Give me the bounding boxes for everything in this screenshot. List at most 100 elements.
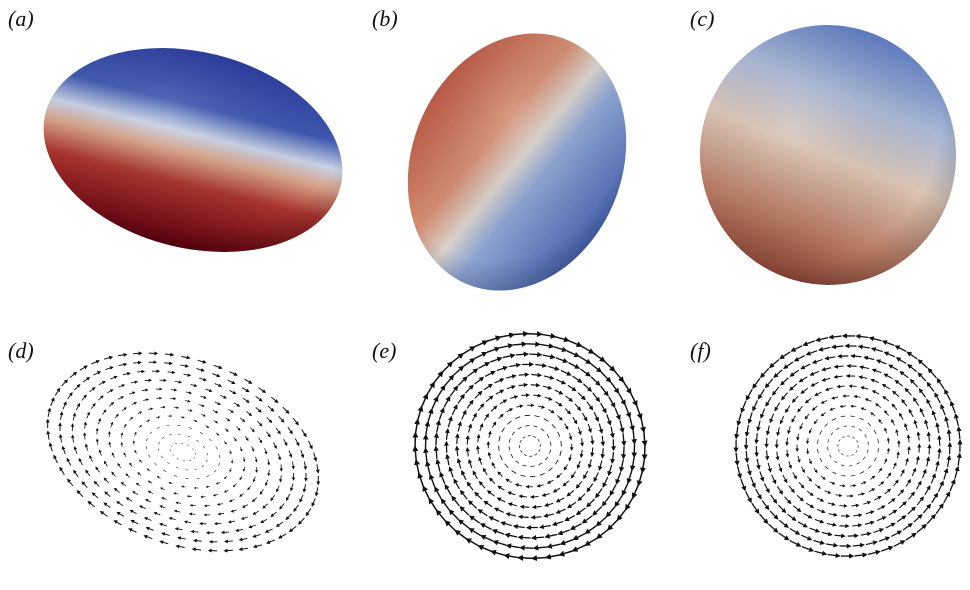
arrow <box>504 532 518 538</box>
arrow <box>108 401 115 407</box>
arrow <box>412 431 419 448</box>
arrow <box>614 494 623 508</box>
arrow <box>803 512 813 519</box>
arrow <box>59 411 64 420</box>
arrow <box>513 341 528 348</box>
arrow <box>114 413 119 419</box>
arrow <box>209 438 212 442</box>
arrow <box>45 418 50 429</box>
arrow <box>285 513 292 521</box>
arrow <box>875 359 887 365</box>
arrow <box>205 485 211 488</box>
arrow <box>156 396 163 400</box>
arrow <box>954 465 960 479</box>
arrow <box>610 439 616 452</box>
arrow <box>479 423 484 432</box>
arrow <box>483 500 493 508</box>
arrow <box>175 501 182 505</box>
arrow <box>276 485 280 493</box>
arrow <box>123 423 127 429</box>
arrow <box>462 346 476 355</box>
arrow <box>841 475 846 477</box>
arrow <box>796 433 800 441</box>
arrow <box>624 404 632 419</box>
arrow <box>159 378 167 383</box>
arrow <box>785 405 791 414</box>
arrow <box>482 467 488 476</box>
arrow <box>820 399 828 404</box>
arrow <box>593 472 599 483</box>
arrow <box>752 400 759 412</box>
arrow <box>303 461 308 471</box>
arrow <box>254 456 258 463</box>
arrow <box>870 378 880 384</box>
arrow <box>163 469 167 473</box>
arrow <box>506 374 517 379</box>
arrow <box>639 458 646 474</box>
arrow <box>566 350 580 358</box>
arrow <box>865 510 875 515</box>
arrow <box>236 426 241 431</box>
arrow <box>518 382 529 388</box>
arrow <box>864 434 867 438</box>
arrow <box>809 370 820 376</box>
arrow <box>118 396 124 400</box>
arrow <box>530 475 536 478</box>
arrow <box>759 367 770 379</box>
arrow <box>451 495 460 507</box>
arrow <box>214 383 222 387</box>
arrow <box>892 390 900 398</box>
arrow <box>878 536 891 542</box>
arrow <box>457 519 470 529</box>
arrow <box>287 426 293 435</box>
arrow <box>91 402 96 409</box>
arrow <box>544 502 554 507</box>
arrow <box>871 390 880 395</box>
arrow <box>108 441 112 448</box>
arrow <box>515 460 520 464</box>
arrow <box>91 360 100 365</box>
arrow <box>447 415 453 428</box>
arrow <box>538 524 551 530</box>
arrow <box>422 485 431 500</box>
arrow <box>909 378 919 388</box>
arrow <box>740 478 747 492</box>
arrow <box>433 445 439 459</box>
arrow <box>98 449 102 456</box>
arrow <box>836 384 845 389</box>
arrow <box>551 423 556 429</box>
arrow <box>129 416 134 421</box>
arrow <box>70 423 75 432</box>
arrow <box>292 417 299 426</box>
arrow <box>496 497 506 503</box>
arrow <box>641 431 648 447</box>
arrow <box>539 472 545 476</box>
arrow <box>467 423 473 433</box>
arrow <box>635 404 643 420</box>
arrow <box>841 333 855 339</box>
arrow <box>631 430 637 445</box>
arrow <box>260 518 268 524</box>
arrow <box>511 470 517 474</box>
arrow <box>750 476 756 489</box>
arrow <box>212 493 218 497</box>
arrow <box>582 412 588 422</box>
arrow <box>568 362 581 369</box>
arrow <box>840 513 851 519</box>
arrow <box>590 447 595 458</box>
arrow <box>926 513 937 525</box>
arrow <box>125 473 130 478</box>
arrow <box>567 384 577 392</box>
arrow <box>808 458 812 465</box>
arrow <box>215 481 221 485</box>
arrow <box>132 491 138 495</box>
arrow <box>437 384 446 398</box>
arrow <box>775 451 780 461</box>
arrow <box>199 404 205 407</box>
arrow <box>600 448 606 459</box>
arrow <box>229 371 238 376</box>
arrow <box>216 502 223 506</box>
arrow <box>776 486 784 495</box>
arrow <box>540 428 545 432</box>
